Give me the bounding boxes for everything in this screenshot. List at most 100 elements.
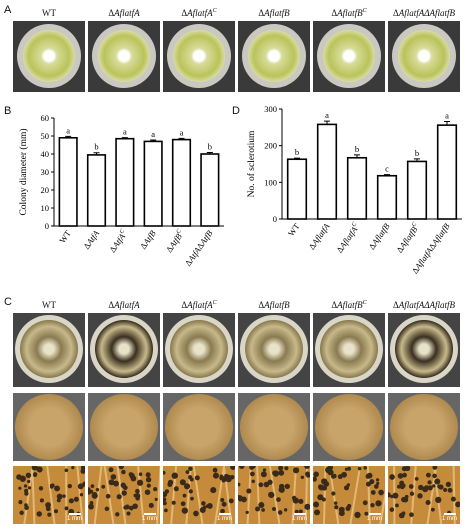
panel-a-header-4: ΔAflatfBC: [331, 8, 367, 18]
axes: [281, 109, 462, 220]
panel-c-top-plate-4: [313, 313, 385, 387]
panel-c-closeup-0: 1 mm: [13, 466, 85, 524]
y-tick-label-4: 40: [41, 149, 50, 159]
panel-c-top-plate-3: [238, 313, 310, 387]
panel-a-header-3: ΔAflatfB: [258, 8, 290, 18]
panel-c-closeup-scale-label-4: 1 mm: [367, 516, 382, 522]
panel-c-header-0: WT: [42, 300, 56, 310]
panel-c-header-1: ΔAflatfA: [108, 300, 140, 310]
panel-c-closeup-scale-label-2: 1 mm: [217, 516, 232, 522]
panel-a-plate-row: [13, 21, 460, 92]
panel-a-plate-3: [238, 21, 310, 92]
significance-letter-5: b: [208, 142, 212, 152]
error-bar-1: [324, 120, 330, 125]
x-tick-label-3: ΔAtfB: [138, 228, 158, 251]
error-bar-3: [150, 139, 157, 142]
bar-0: [286, 158, 308, 220]
significance-letter-4: a: [180, 127, 184, 137]
panel-c-reverse-plate-3: [238, 393, 310, 461]
y-axis-label: Colony diameter (mm): [18, 128, 29, 215]
error-bar-4: [178, 137, 185, 140]
x-tick-label-2: ΔAflatfAC: [334, 221, 362, 255]
x-tick-label-0: WT: [57, 228, 73, 245]
panel-a-header-0: WT: [42, 8, 56, 18]
panel-c-top-plate-0: [13, 313, 85, 387]
panel-c-closeup-5: 1 mm: [388, 466, 460, 524]
bar-0: [58, 136, 78, 227]
error-bar-2: [354, 154, 360, 158]
panel-c-top-plates: [13, 313, 460, 387]
bar-3: [143, 140, 163, 227]
y-axis-label: No. of sclerotium: [246, 130, 257, 197]
y-tick-label-0: 0: [45, 221, 49, 231]
error-bar-5: [444, 120, 450, 126]
significance-letter-4: b: [415, 148, 419, 158]
bar-4: [171, 138, 192, 227]
significance-letter-0: b: [295, 147, 299, 157]
bar-5: [436, 124, 458, 220]
panel-letter-d: D: [232, 105, 240, 117]
significance-letter-2: a: [123, 127, 127, 137]
panel-c-closeup-scale-label-0: 1 mm: [67, 516, 82, 522]
panel-letter-a: A: [4, 4, 12, 16]
panel-c-header-5: ΔAflatfAΔAflatfB: [392, 300, 456, 310]
panel-a-plate-0: [13, 21, 85, 92]
bar-4: [406, 160, 428, 220]
x-tick-label-4: ΔAflatfBC: [394, 221, 422, 255]
x-tick-label-2: ΔAtfAC: [107, 228, 130, 255]
panel-letter-c: C: [4, 296, 12, 308]
y-tick-label-6: 60: [41, 113, 50, 123]
error-bar-3: [384, 174, 390, 176]
panel-c-closeup-3: 1 mm: [238, 466, 310, 524]
panel-c-closeup-scale-label-5: 1 mm: [442, 516, 457, 522]
y-tick-label-1: 100: [264, 177, 277, 187]
y-tick-label-5: 50: [41, 131, 50, 141]
panel-a-plate-4: [313, 21, 385, 92]
x-tick-label-5: ΔAtfAΔAtfB: [183, 228, 215, 267]
x-tick-label-3: ΔAflatfB: [366, 221, 391, 251]
x-tick-label-4: ΔAtfBC: [164, 228, 187, 255]
bar-1: [316, 123, 338, 220]
error-bar-4: [414, 158, 420, 162]
y-tick-label-3: 300: [264, 104, 277, 114]
panel-a-plate-1: [88, 21, 160, 92]
chart-sclerotium-count: 0 100 200 300 No. of sclerotium b WT a ΔAflatfA b…: [246, 104, 462, 276]
x-tick-label-1: ΔAflatfA: [306, 221, 332, 252]
panel-a-header-1: ΔAflatfA: [108, 8, 140, 18]
x-tick-label-1: ΔAtfA: [81, 228, 101, 251]
panel-c-reverse-plate-4: [313, 393, 385, 461]
panel-c-reverse-plate-1: [88, 393, 160, 461]
bar-2: [115, 137, 135, 227]
significance-letter-1: a: [325, 110, 329, 120]
significance-letter-3: c: [385, 164, 389, 174]
y-tick-label-3: 30: [41, 167, 50, 177]
panel-c-reverse-plate-0: [13, 393, 85, 461]
panel-c-closeup-2: 1 mm: [163, 466, 235, 524]
panel-c-closeup-scale-label-3: 1 mm: [292, 516, 307, 522]
significance-letter-5: a: [445, 110, 449, 120]
bar-3: [376, 174, 398, 220]
y-tick-label-1: 10: [41, 203, 50, 213]
panel-c-reverse-plate-5: [388, 393, 460, 461]
error-bar-0: [294, 157, 300, 160]
panel-c-reverse-plate-2: [163, 393, 235, 461]
panel-a-plate-2: [163, 21, 235, 92]
significance-letter-1: b: [94, 142, 98, 152]
y-tick-label-2: 200: [264, 141, 277, 151]
error-bar-1: [93, 152, 100, 155]
bar-2: [346, 156, 368, 220]
panel-c-top-plate-5: [388, 313, 460, 387]
panel-c-sclerotia-closeups: 1 mm 1 mm 1 mm 1 mm 1 mm 1 mm: [13, 466, 460, 524]
panel-c-top-plate-1: [88, 313, 160, 387]
x-tick-label-0: WT: [286, 221, 302, 238]
bar-5: [200, 153, 220, 227]
axes: [53, 118, 224, 227]
chart-colony-diameter: 0 10 20 30 40 50 60 Colony diameter (mm) a WT b ΔAt…: [18, 113, 224, 268]
error-bar-2: [121, 137, 128, 139]
panel-c-header-4: ΔAflatfBC: [331, 300, 367, 310]
bar-1: [86, 154, 107, 227]
panel-a-plate-5: [388, 21, 460, 92]
panel-c-header-3: ΔAflatfB: [258, 300, 290, 310]
significance-letter-2: b: [355, 144, 359, 154]
panel-c-top-plate-2: [163, 313, 235, 387]
